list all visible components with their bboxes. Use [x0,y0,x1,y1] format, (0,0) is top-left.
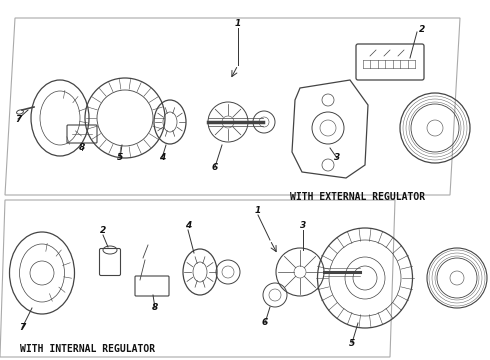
Text: 8: 8 [152,303,158,312]
Text: 3: 3 [300,221,306,230]
Text: 7: 7 [15,115,21,124]
Text: 6: 6 [212,163,218,172]
Text: WITH EXTERNAL REGULATOR: WITH EXTERNAL REGULATOR [291,192,425,202]
Text: 5: 5 [117,153,123,162]
Text: 4: 4 [185,221,191,230]
Text: 7: 7 [19,323,25,332]
Text: 4: 4 [159,153,165,162]
Text: 8: 8 [79,143,85,152]
Text: 1: 1 [255,206,261,215]
Text: 1: 1 [235,19,241,28]
Text: 2: 2 [100,226,106,235]
Text: 2: 2 [419,25,425,34]
Text: 6: 6 [262,318,268,327]
Text: 5: 5 [349,339,355,348]
Text: WITH INTERNAL REGULATOR: WITH INTERNAL REGULATOR [21,344,155,354]
Text: 3: 3 [334,153,340,162]
